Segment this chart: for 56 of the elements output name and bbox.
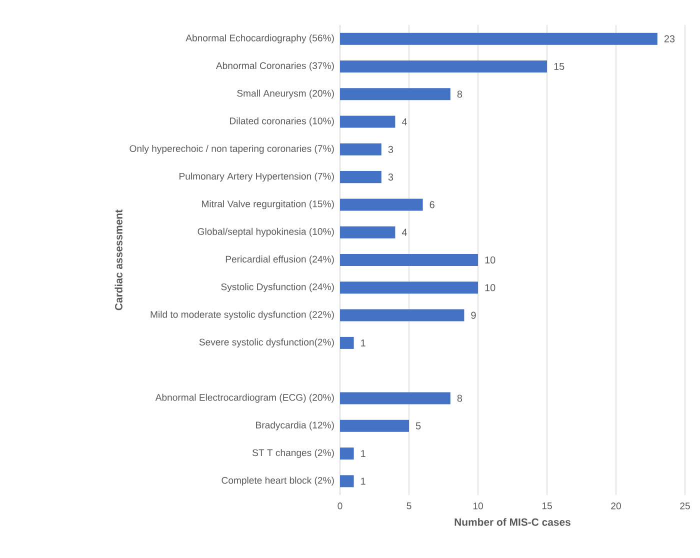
data-label: 8 bbox=[457, 394, 462, 402]
data-label: 6 bbox=[430, 201, 434, 208]
data-label: 4 bbox=[402, 118, 407, 126]
data-label: 3 bbox=[388, 174, 394, 181]
data-label: 9 bbox=[471, 312, 476, 319]
y-tick-label: Severe systolic dysfunction(2%) bbox=[199, 338, 334, 348]
y-tick-label: Dilated coronaries (10%) bbox=[230, 117, 334, 126]
bar bbox=[340, 309, 464, 322]
data-label: 4 bbox=[402, 228, 407, 236]
x-tick-label: 25 bbox=[680, 502, 690, 510]
data-label: 3 bbox=[388, 146, 394, 153]
bar bbox=[340, 116, 396, 128]
x-tick-label: 5 bbox=[406, 502, 412, 510]
y-tick-label: Abnormal Electrocardiogram (ECG) (20%) bbox=[155, 394, 334, 403]
bar bbox=[340, 392, 450, 404]
data-label: 1 bbox=[361, 340, 366, 346]
y-tick-label: Abnormal Coronaries (37%) bbox=[216, 62, 334, 71]
bar bbox=[340, 254, 478, 266]
data-label: 10 bbox=[485, 256, 496, 264]
y-tick-label: Global/septal hypokinesia (10%) bbox=[198, 228, 334, 237]
bar bbox=[340, 32, 658, 45]
bar bbox=[340, 336, 354, 349]
bar bbox=[340, 60, 548, 72]
y-tick-label: Small Aneurysm (20%) bbox=[237, 90, 334, 99]
y-tick-label: Systolic Dysfunction (24%) bbox=[221, 283, 334, 292]
bar bbox=[340, 143, 382, 156]
y-tick-label: Mild to moderate systolic dysfunction (22%) bbox=[150, 310, 334, 320]
data-label: 10 bbox=[485, 284, 496, 292]
bar bbox=[340, 282, 478, 294]
bar bbox=[340, 88, 450, 100]
x-tick-label: 10 bbox=[473, 502, 483, 510]
bar bbox=[340, 475, 354, 488]
y-tick-label: Pulmonary Artery Hypertension (7%) bbox=[180, 172, 334, 182]
bar bbox=[340, 420, 410, 432]
x-tick-label: 15 bbox=[542, 502, 552, 510]
y-tick-label: Bradycardia (12%) bbox=[256, 421, 334, 430]
y-tick-label: ST T changes (2%) bbox=[252, 449, 334, 458]
data-label: 23 bbox=[664, 35, 675, 42]
x-tick-label: 20 bbox=[611, 502, 621, 510]
data-label: 15 bbox=[554, 62, 564, 70]
data-label: 1 bbox=[361, 450, 366, 457]
y-tick-label: Complete heart block (2%) bbox=[222, 476, 334, 486]
y-axis-title: Cardiac assessment bbox=[114, 210, 122, 310]
bar bbox=[340, 226, 396, 238]
bar bbox=[340, 171, 382, 184]
y-tick-label: Only hyperechoic / non tapering coronaries (7%) bbox=[130, 144, 334, 154]
x-axis-title: Number of MIS-C cases bbox=[454, 518, 570, 526]
y-tick-label: Mitral Valve regurgitation (15%) bbox=[202, 200, 334, 210]
x-tick-label: 0 bbox=[338, 502, 342, 510]
y-tick-label: Abnormal Echocardiography (56%) bbox=[186, 34, 334, 44]
bar bbox=[340, 448, 354, 460]
data-label: 8 bbox=[457, 90, 462, 98]
data-label: 1 bbox=[361, 478, 366, 485]
bar bbox=[340, 198, 423, 211]
data-label: 5 bbox=[416, 422, 421, 430]
y-tick-label: Pericardial effusion (24%) bbox=[226, 256, 334, 264]
